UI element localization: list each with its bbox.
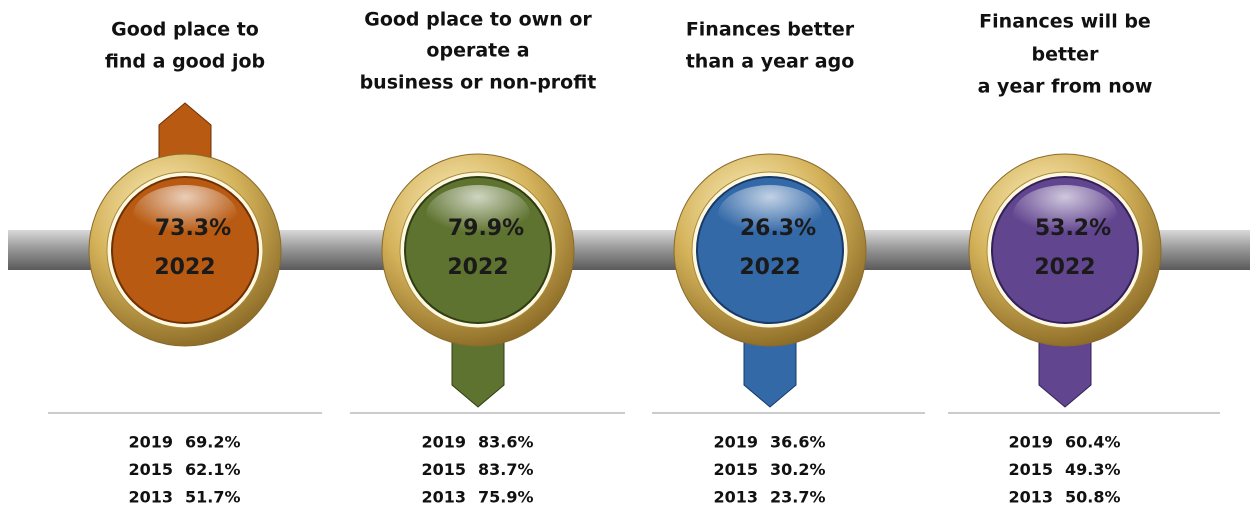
item-title: business or non-profit	[360, 72, 597, 94]
history-value: 49.3%	[1065, 460, 1121, 479]
item-title: better	[1032, 44, 1100, 66]
main-year: 2022	[739, 255, 800, 280]
history-value: 23.7%	[770, 488, 826, 507]
history-value: 36.6%	[770, 433, 826, 452]
main-value: 79.9%	[448, 216, 524, 241]
item-title: Finances will be	[979, 11, 1151, 33]
item-title: Finances better	[686, 19, 855, 41]
main-year: 2022	[447, 255, 508, 280]
item-title: Good place to	[111, 19, 259, 41]
history-year: 2015	[1008, 460, 1053, 479]
history-value: 83.6%	[478, 433, 534, 452]
pointer-arrow	[744, 340, 796, 407]
history-value: 51.7%	[185, 488, 241, 507]
pointer-arrow	[159, 103, 211, 160]
main-year: 2022	[1034, 255, 1095, 280]
history-year: 2015	[713, 460, 758, 479]
main-value: 26.3%	[740, 216, 816, 241]
main-value: 73.3%	[155, 216, 231, 241]
history-year: 2019	[713, 433, 758, 452]
item-title: than a year ago	[686, 51, 855, 73]
history-value: 62.1%	[185, 460, 241, 479]
pointer-arrow	[1039, 340, 1091, 407]
history-value: 69.2%	[185, 433, 241, 452]
history-value: 50.8%	[1065, 488, 1121, 507]
main-year: 2022	[154, 255, 215, 280]
history-year: 2019	[128, 433, 173, 452]
history-year: 2013	[128, 488, 173, 507]
infographic: Good place to find a good job 73.3% 2022 201…	[0, 0, 1250, 512]
history-value: 30.2%	[770, 460, 826, 479]
history-value: 60.4%	[1065, 433, 1121, 452]
history-value: 83.7%	[478, 460, 534, 479]
item-title: Good place to own or	[364, 9, 592, 31]
item-title: a year from now	[978, 76, 1153, 98]
history-value: 75.9%	[478, 488, 534, 507]
history-year: 2019	[421, 433, 466, 452]
history-year: 2013	[713, 488, 758, 507]
history-year: 2015	[421, 460, 466, 479]
item-title: operate a	[426, 40, 529, 62]
item-title: find a good job	[105, 51, 265, 73]
history-year: 2013	[1008, 488, 1053, 507]
main-value: 53.2%	[1035, 216, 1111, 241]
pointer-arrow	[452, 340, 504, 407]
history-year: 2013	[421, 488, 466, 507]
history-year: 2019	[1008, 433, 1053, 452]
history-year: 2015	[128, 460, 173, 479]
page: {"items": [ {"title_lines": ["Good place…	[0, 0, 1250, 512]
